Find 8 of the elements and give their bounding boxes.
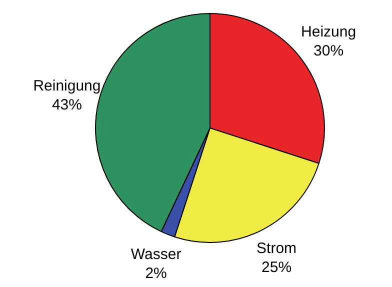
slice-label: Reinigung xyxy=(33,78,101,95)
data-label: 2% xyxy=(145,264,167,282)
data-label: 30% xyxy=(314,42,344,60)
slice-label: Heizung xyxy=(301,23,356,40)
data-label: 43% xyxy=(52,96,82,114)
data-label: 25% xyxy=(262,259,292,276)
slice-label: Wasser xyxy=(130,246,182,263)
slice-label: Strom xyxy=(256,240,297,258)
